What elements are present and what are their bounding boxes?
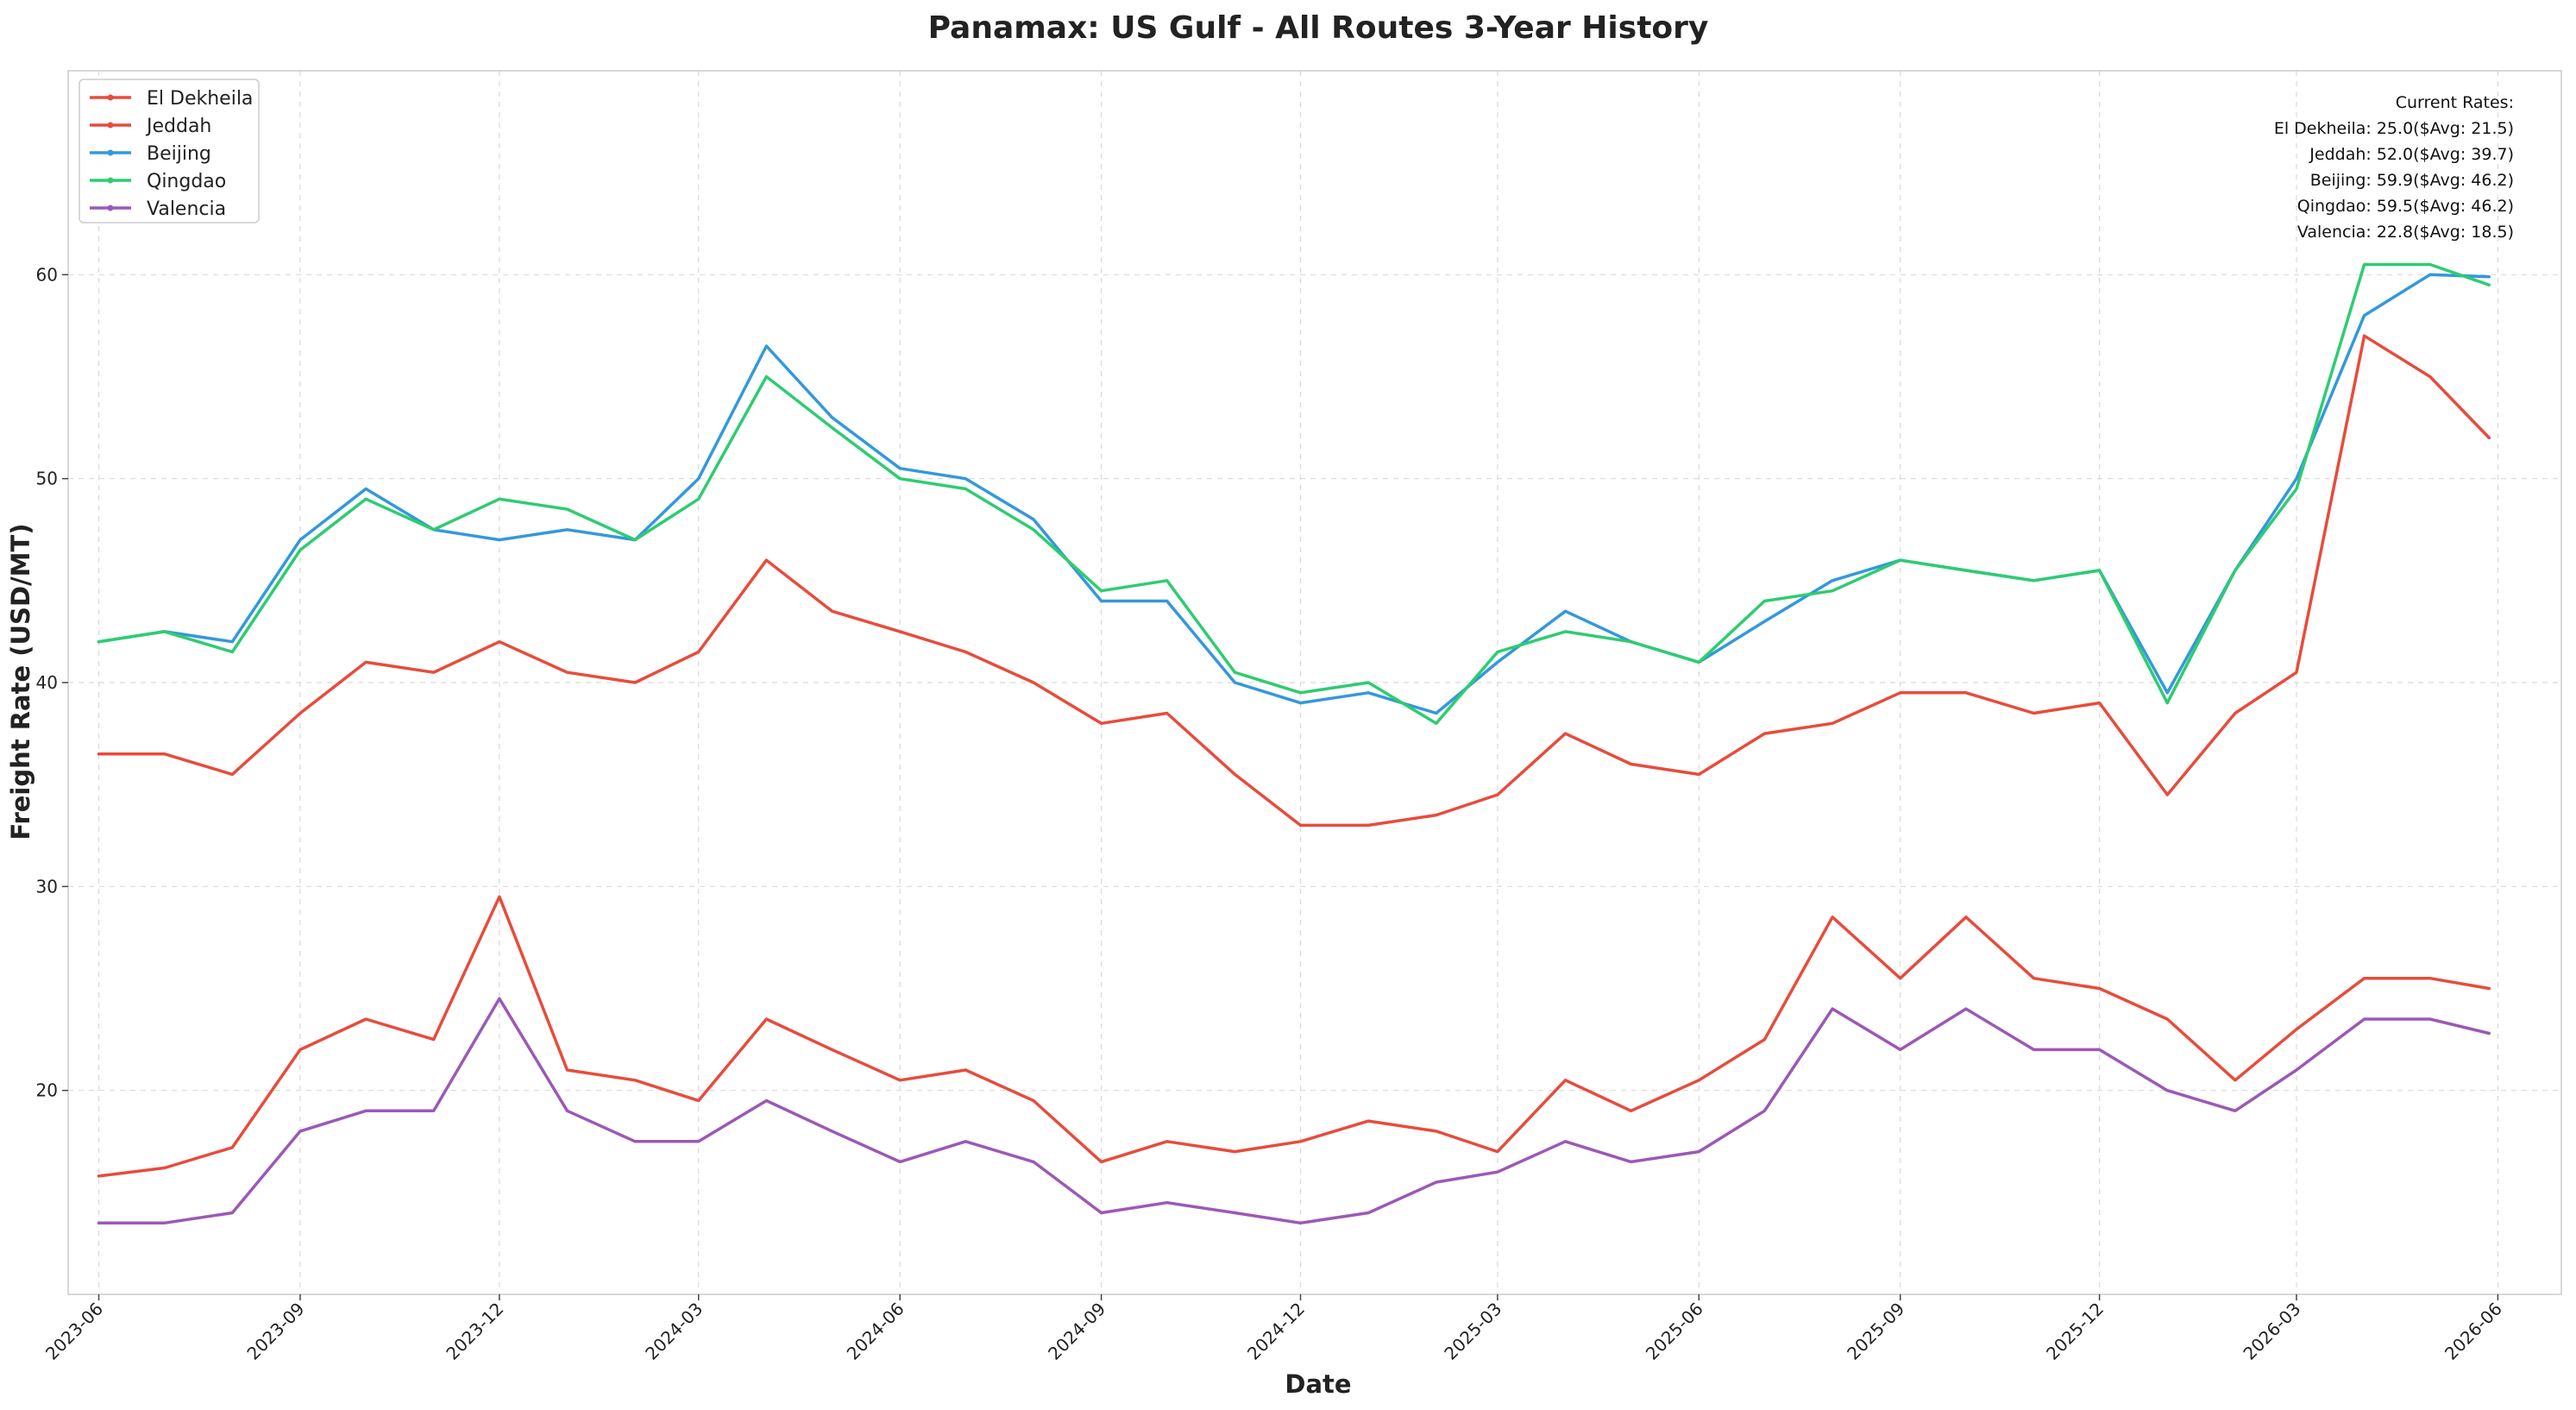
series-lines bbox=[97, 262, 2491, 1225]
y-tick-label: 20 bbox=[36, 1080, 58, 1101]
rates-line: Beijing: 59.9($Avg: 46.2) bbox=[2310, 171, 2514, 190]
y-tick-label: 50 bbox=[36, 469, 58, 489]
grid bbox=[68, 71, 2561, 1294]
chart-title: Panamax: US Gulf - All Routes 3-Year His… bbox=[928, 10, 1709, 46]
series-line-3 bbox=[97, 262, 2491, 726]
rates-line: Valencia: 22.8($Avg: 18.5) bbox=[2297, 223, 2514, 242]
legend-label: Jeddah bbox=[145, 116, 211, 137]
legend-label: Qingdao bbox=[147, 171, 226, 192]
y-tick-label: 30 bbox=[36, 876, 58, 897]
x-axis-label: Date bbox=[1285, 1369, 1351, 1399]
legend-label: Beijing bbox=[147, 143, 211, 165]
series-line-1 bbox=[97, 334, 2491, 828]
rates-header: Current Rates: bbox=[2396, 93, 2514, 112]
y-tick-label: 60 bbox=[36, 264, 58, 285]
legend-marker bbox=[107, 177, 114, 184]
series-line-4 bbox=[97, 997, 2491, 1225]
rates-line: El Dekheila: 25.0($Avg: 21.5) bbox=[2274, 119, 2514, 138]
legend-marker bbox=[107, 205, 114, 211]
legend-box bbox=[79, 79, 260, 223]
legend-marker bbox=[107, 122, 114, 129]
current-rates-annotation: Current Rates: El Dekheila: 25.0($Avg: 21… bbox=[2274, 93, 2514, 242]
legend-label: Valencia bbox=[147, 198, 226, 220]
legend-label: El Dekheila bbox=[147, 88, 253, 110]
y-tick-label: 40 bbox=[36, 672, 58, 693]
y-axis-label: Freight Rate (USD/MT) bbox=[6, 523, 35, 840]
y-axis-ticks: 20 30 40 50 60 bbox=[36, 264, 68, 1101]
legend-marker bbox=[107, 94, 114, 101]
rates-line: Jeddah: 52.0($Avg: 39.7) bbox=[2309, 145, 2514, 164]
rates-line: Qingdao: 59.5($Avg: 46.2) bbox=[2297, 197, 2514, 216]
legend: El Dekheila Jeddah Beijing Qingdao Valencia bbox=[79, 79, 260, 223]
legend-marker bbox=[107, 149, 114, 156]
series-line-0 bbox=[97, 895, 2491, 1178]
